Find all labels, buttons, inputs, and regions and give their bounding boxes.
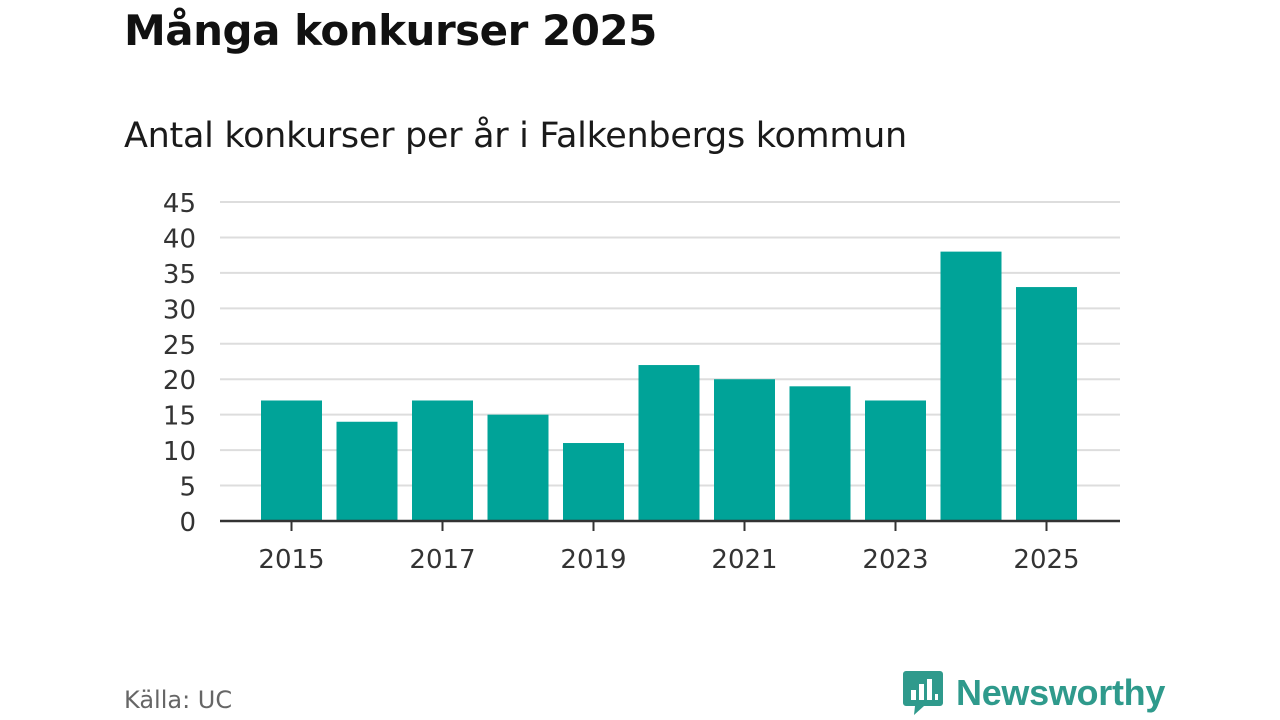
- y-tick-label: 0: [179, 508, 196, 538]
- y-tick-label: 5: [179, 473, 196, 503]
- y-tick-label: 45: [163, 189, 196, 219]
- bar-2016: [336, 421, 398, 521]
- x-tick-label: 2025: [1013, 545, 1079, 575]
- bar-2015: [261, 400, 322, 521]
- x-tick-label: 2017: [409, 545, 475, 575]
- newsworthy-logo-icon: [903, 671, 943, 715]
- y-tick-label: 20: [163, 366, 196, 396]
- bar-2021: [714, 379, 775, 521]
- source-note: Källa: UC: [124, 686, 233, 714]
- y-tick-label: 15: [163, 402, 196, 432]
- bar-2019: [563, 443, 624, 521]
- x-tick-label: 2015: [258, 545, 324, 575]
- bar-2022: [789, 386, 851, 521]
- bar-2020: [638, 365, 700, 521]
- x-tick-label: 2019: [560, 545, 626, 575]
- bar-2025: [1016, 287, 1077, 521]
- y-tick-label: 25: [163, 331, 196, 361]
- y-tick-label: 40: [163, 224, 196, 254]
- y-tick-label: 30: [163, 295, 196, 325]
- y-tick-label: 10: [163, 437, 196, 467]
- brand-logo: Newsworthy: [902, 670, 1165, 716]
- bar-2018: [487, 414, 549, 521]
- bar-2017: [412, 400, 473, 521]
- x-tick-label: 2021: [711, 545, 777, 575]
- bar-2023: [865, 400, 926, 521]
- bar-2024: [940, 251, 1002, 521]
- chart-subtitle: Antal konkurser per år i Falkenbergs kom…: [124, 116, 907, 156]
- x-tick-label: 2023: [862, 545, 928, 575]
- brand-name: Newsworthy: [956, 672, 1166, 713]
- y-tick-label: 35: [163, 260, 196, 290]
- chart-title: Många konkurser 2025: [124, 6, 657, 55]
